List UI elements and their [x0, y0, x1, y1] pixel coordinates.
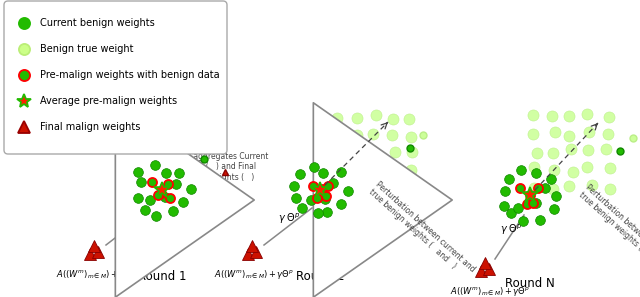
- Text: $\gamma\ \Theta^p$: $\gamma\ \Theta^p$: [499, 222, 522, 237]
- Text: Benign true weight: Benign true weight: [40, 44, 134, 54]
- Text: Perturbation between current and
true benign weights (   and   ): Perturbation between current and true be…: [367, 180, 477, 282]
- Text: $A((W^m)_{m\in M})+\gamma\Theta^p$: $A((W^m)_{m\in M})+\gamma\Theta^p$: [450, 285, 530, 297]
- Text: Round 1: Round 1: [138, 270, 186, 283]
- Text: $\gamma\ \Theta^p$: $\gamma\ \Theta^p$: [278, 212, 301, 227]
- Text: Final malign weights: Final malign weights: [40, 122, 140, 132]
- Text: $A((W^m)_{m\in M})+\gamma\Theta^p$: $A((W^m)_{m\in M})+\gamma\Theta^p$: [56, 268, 136, 281]
- Text: Perturbation between current and
true benign weights (   and   ): Perturbation between current and true be…: [577, 183, 640, 285]
- Text: Current benign weights: Current benign weights: [40, 18, 155, 28]
- Text: Round 2: Round 2: [296, 270, 344, 283]
- Text: Pre-malign weights with benign data: Pre-malign weights with benign data: [40, 70, 220, 80]
- Text: $A((W^m)_{m\in M})+\gamma\Theta^p$: $A((W^m)_{m\in M})+\gamma\Theta^p$: [214, 268, 294, 281]
- Text: Average pre-malign weights: Average pre-malign weights: [40, 96, 177, 106]
- Text: Round N: Round N: [505, 277, 555, 290]
- FancyBboxPatch shape: [4, 1, 227, 154]
- Text: $\cdots$: $\cdots$: [392, 192, 414, 212]
- Text: $\gamma\ \Theta^p$: $\gamma\ \Theta^p$: [120, 212, 143, 227]
- Text: Server aggregates Current
benign (   ) and Final
malign weights (   ): Server aggregates Current benign ( ) and…: [166, 152, 268, 182]
